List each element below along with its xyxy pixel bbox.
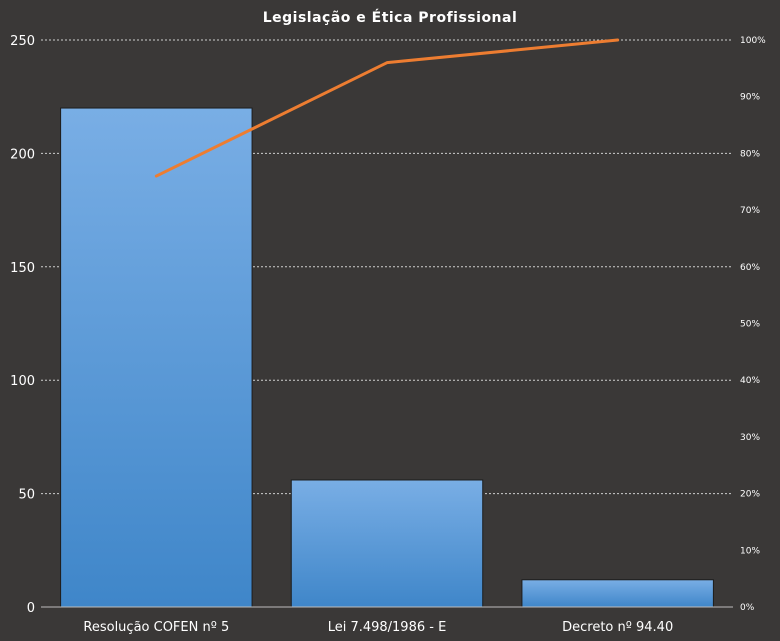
category-label: Resolução COFEN nº 5 — [83, 620, 229, 635]
right-tick-label: 0% — [740, 603, 755, 613]
bar — [290, 479, 484, 608]
left-tick-label: 50 — [18, 488, 35, 503]
left-axis-ticks: 0 50 100 150 200 250 — [10, 34, 35, 616]
right-tick-label: 40% — [740, 376, 760, 386]
right-tick-label: 20% — [740, 490, 760, 500]
right-tick-label: 90% — [740, 93, 760, 103]
bars — [60, 107, 714, 608]
left-tick-label: 200 — [10, 147, 35, 162]
right-tick-label: 100% — [740, 36, 766, 46]
chart-title: Legislação e Ética Profissional — [263, 9, 518, 26]
right-tick-label: 50% — [740, 320, 760, 330]
left-tick-label: 0 — [27, 601, 35, 616]
left-tick-label: 250 — [10, 34, 35, 49]
category-labels: Resolução COFEN nº 5 Lei 7.498/1986 - E De… — [83, 620, 673, 635]
right-tick-label: 80% — [740, 149, 760, 159]
right-tick-label: 70% — [740, 206, 760, 216]
pareto-line-layer — [154, 38, 620, 178]
left-tick-label: 100 — [10, 374, 35, 389]
category-label: Lei 7.498/1986 - E — [328, 620, 447, 635]
left-tick-label: 150 — [10, 261, 35, 276]
right-tick-label: 30% — [740, 433, 760, 443]
right-tick-label: 60% — [740, 263, 760, 273]
bar — [60, 107, 253, 608]
right-tick-label: 10% — [740, 546, 760, 556]
right-axis-ticks: 0% 10% 20% 30% 40% 50% 60% 70% 80% 90% 100% — [740, 36, 766, 613]
cumulative-percent-line — [154, 38, 620, 178]
bar — [521, 579, 714, 608]
category-label: Decreto nº 94.40 — [562, 620, 673, 635]
